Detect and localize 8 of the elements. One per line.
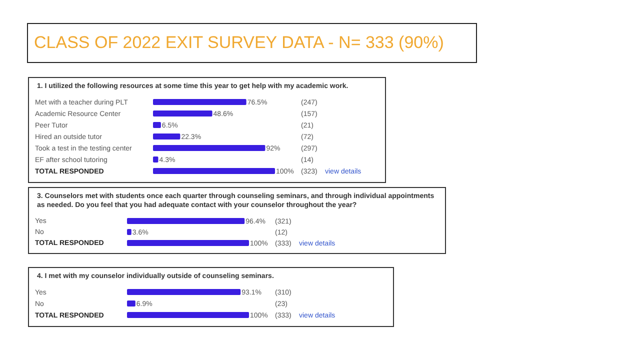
chart-title: CLASS OF 2022 EXIT SURVEY DATA - N= 333 (90%) xyxy=(27,23,477,63)
bar xyxy=(153,110,212,116)
bar xyxy=(153,122,161,128)
bar xyxy=(153,99,246,105)
bar xyxy=(153,168,275,174)
bar xyxy=(153,156,158,162)
bar xyxy=(153,134,180,140)
bar xyxy=(153,145,266,151)
